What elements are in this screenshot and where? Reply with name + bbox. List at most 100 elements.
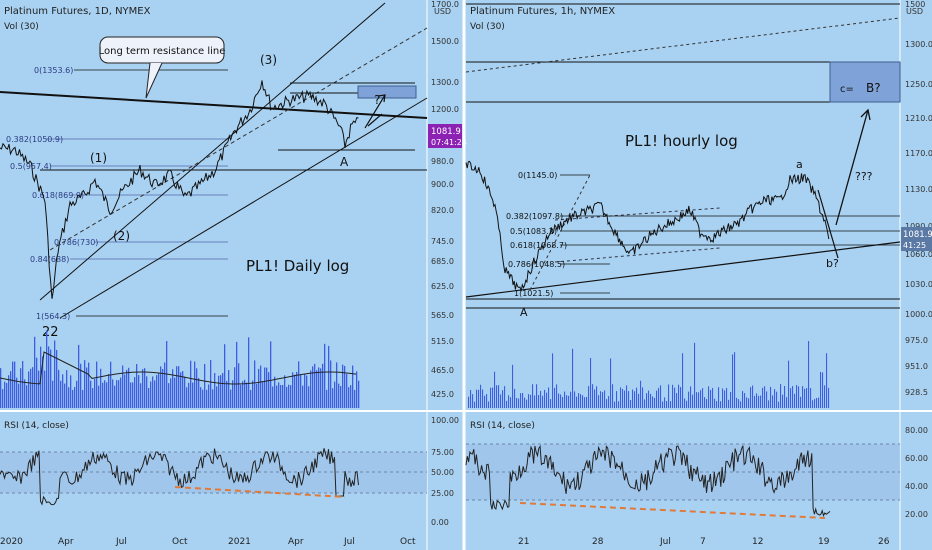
r-volume-bar xyxy=(680,387,682,408)
left-price-tag-value: 1081.9 xyxy=(431,127,461,137)
r-volume-bar xyxy=(514,388,516,408)
r-volume-bar xyxy=(696,392,698,408)
volume-bar xyxy=(184,376,186,408)
rsi-tick: 25.00 xyxy=(431,489,454,498)
r-volume-bar xyxy=(536,384,538,408)
r-volume-bar xyxy=(672,384,674,408)
r-volume-bar xyxy=(762,387,764,408)
right-y-axis: 1500 1300.0 1250.0 1210.0 1170.0 1130.0 1090.0… xyxy=(905,0,932,397)
r-volume-bar xyxy=(488,401,490,408)
right-y-tick: 951.0 xyxy=(905,362,928,371)
volume-bar xyxy=(18,383,20,408)
r-volume-bar xyxy=(626,385,628,408)
r-rsi-tick: 80.00 xyxy=(905,426,928,435)
r-volume-bar xyxy=(688,391,690,408)
volume-bar xyxy=(272,386,274,408)
r-box-c: c= xyxy=(840,84,854,95)
volume-bar xyxy=(244,379,246,408)
r-volume-bar xyxy=(578,393,580,408)
r-volume-bar xyxy=(622,388,624,408)
r-volume-bar xyxy=(776,391,778,408)
volume-bar xyxy=(150,381,152,408)
r-volume-bar xyxy=(498,385,500,408)
r-volume-bar xyxy=(644,399,646,408)
volume-bar xyxy=(258,368,260,408)
r-volume-bar xyxy=(638,393,640,408)
r-volume-bar xyxy=(730,391,732,408)
r-volume-bar xyxy=(614,401,616,408)
r-volume-bar xyxy=(628,391,630,408)
right-y-tick: 1300.0 xyxy=(905,40,932,49)
volume-bar xyxy=(284,375,286,408)
volume-bar xyxy=(144,368,146,408)
volume-bar xyxy=(182,371,184,408)
r-volume-bar xyxy=(588,386,590,408)
r-volume-bar xyxy=(804,388,806,408)
volume-bar xyxy=(12,361,14,408)
r-volume-bar xyxy=(640,380,642,408)
volume-bar xyxy=(352,365,354,408)
volume-bar xyxy=(286,386,288,408)
volume-bar xyxy=(328,345,330,408)
right-y-tick: 1000.0 xyxy=(905,310,932,319)
r-wave-label: A xyxy=(520,306,528,319)
left-header: Platinum Futures, 1D, NYMEX xyxy=(4,6,151,17)
r-volume-bar xyxy=(758,395,760,408)
volume-bar xyxy=(154,380,156,408)
daily-price-line xyxy=(0,80,359,299)
r-volume-bar xyxy=(786,397,788,408)
left-y-tick: 1700.0 xyxy=(431,0,459,9)
r-volume-bar xyxy=(560,394,562,408)
volume-bar xyxy=(266,367,268,408)
volume-bar xyxy=(60,380,62,408)
r-volume-bar xyxy=(500,394,502,408)
volume-bar xyxy=(298,361,300,408)
resistance-callout: Long term resistance line xyxy=(99,36,225,99)
volume-bar xyxy=(118,380,120,408)
dashed-channel-line xyxy=(49,27,428,251)
r-volume-bar xyxy=(610,358,612,408)
r-volume-bar xyxy=(634,391,636,408)
volume-bar xyxy=(82,389,84,408)
right-wave-labels: Aa b? xyxy=(520,158,839,319)
r-volume-bar xyxy=(650,393,652,408)
r-volume-bar xyxy=(692,394,694,408)
r-target-box xyxy=(829,61,901,103)
r-question: ??? xyxy=(855,170,873,183)
left-price-unit: USD xyxy=(434,7,451,16)
r-volume-bar xyxy=(474,401,476,408)
r-volume-bar xyxy=(534,395,536,408)
volume-bar xyxy=(142,369,144,408)
volume-bar xyxy=(194,361,196,408)
rsi-tick: 50.00 xyxy=(431,468,454,477)
r-volume-bar xyxy=(490,387,492,408)
right-price-unit: USD xyxy=(906,7,923,16)
left-y-tick: 1300.0 xyxy=(431,78,459,87)
hourly-price-line xyxy=(465,160,830,292)
volume-bar xyxy=(152,376,154,408)
right-price-tag-time: 41:25 xyxy=(903,241,926,250)
volume-bar xyxy=(66,370,68,408)
right-y-tick: 1210.0 xyxy=(905,114,932,123)
r-volume-bar xyxy=(690,386,692,408)
r-volume-bar xyxy=(540,390,542,408)
volume-bar xyxy=(164,362,166,408)
volume-bar xyxy=(160,366,162,408)
r-x-tick: 7 xyxy=(700,537,706,547)
volume-bar xyxy=(44,370,46,408)
volume-bar xyxy=(102,382,104,408)
r-volume-bar xyxy=(654,397,656,408)
volume-bar xyxy=(26,385,28,408)
r-arrow-head xyxy=(860,108,871,121)
volume-bar xyxy=(336,362,338,408)
r-volume-bar xyxy=(704,397,706,408)
r-fib-label: 0.382(1097.8) xyxy=(506,212,563,221)
r-volume-bar xyxy=(572,348,574,408)
volume-bar xyxy=(138,375,140,408)
lower-channel-line xyxy=(59,97,428,319)
volume-bar xyxy=(72,389,74,408)
r-volume-bar xyxy=(820,371,822,408)
volume-bar xyxy=(226,380,228,408)
left-y-tick: 900.0 xyxy=(431,180,454,189)
